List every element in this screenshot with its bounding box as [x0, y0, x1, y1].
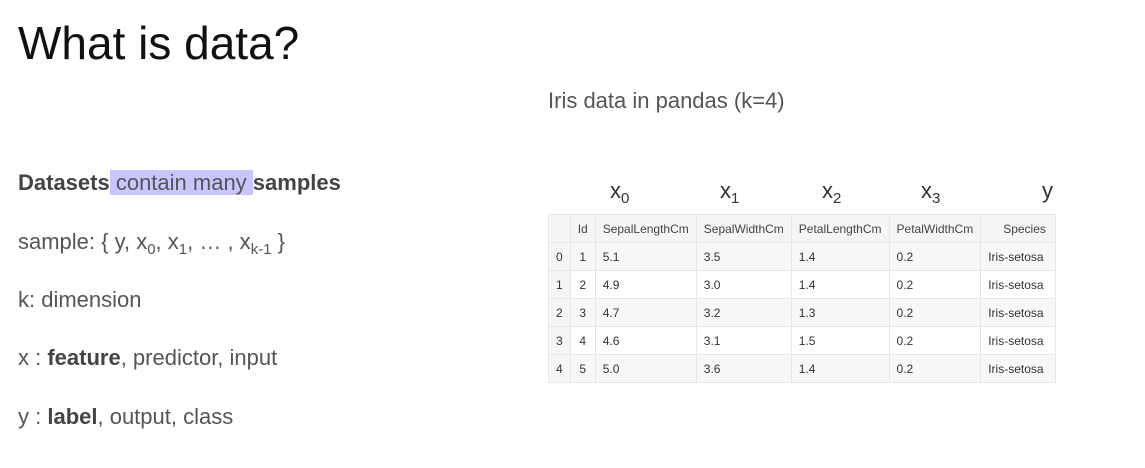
- feature-suffix: , predictor, input: [120, 345, 278, 370]
- cell-id: 5: [569, 354, 596, 383]
- column-header-id: Id: [569, 214, 596, 243]
- datasets-term: Datasets: [18, 170, 110, 195]
- table-row: 0 1 5.1 3.5 1.4 0.2 Iris-setosa: [548, 242, 1056, 271]
- label-prefix: y :: [18, 404, 48, 429]
- cell-sepal-length: 5.1: [594, 242, 697, 271]
- sample-ellipsis: , … , x: [187, 229, 251, 254]
- table-row: 4 5 5.0 3.6 1.4 0.2 Iris-setosa: [548, 354, 1056, 383]
- cell-sepal-length: 4.7: [594, 298, 697, 327]
- label-line: y : label, output, class: [18, 404, 233, 430]
- column-header-petal-length: PetalLengthCm: [790, 214, 890, 243]
- cell-sepal-width: 3.1: [695, 326, 792, 355]
- cell-species: Iris-setosa: [980, 242, 1056, 271]
- table-row: 1 2 4.9 3.0 1.4 0.2 Iris-setosa: [548, 270, 1056, 299]
- cell-species: Iris-setosa: [980, 326, 1056, 355]
- cell-petal-length: 1.3: [790, 298, 890, 327]
- column-header-sepal-length: SepalLengthCm: [594, 214, 697, 243]
- dimension-line: k: dimension: [18, 287, 142, 312]
- cell-sepal-length: 5.0: [594, 354, 697, 383]
- cell-id: 3: [569, 298, 596, 327]
- cell-species: Iris-setosa: [980, 354, 1056, 383]
- row-index: 2: [548, 298, 571, 327]
- cell-id: 1: [569, 242, 596, 271]
- row-index: 0: [548, 242, 571, 271]
- iris-table: Id SepalLengthCm SepalWidthCm PetalLengt…: [548, 214, 1056, 383]
- row-index: 3: [548, 326, 571, 355]
- cell-petal-width: 0.2: [888, 326, 982, 355]
- variable-labels: x0 x1 x2 x3 y: [548, 178, 1085, 214]
- cell-petal-width: 0.2: [888, 270, 982, 299]
- cell-petal-length: 1.4: [790, 242, 890, 271]
- table-row: 3 4 4.6 3.1 1.5 0.2 Iris-setosa: [548, 326, 1056, 355]
- cell-petal-width: 0.2: [888, 354, 982, 383]
- variable-y: y: [1042, 178, 1053, 203]
- sample-suffix: }: [271, 229, 285, 254]
- cell-species: Iris-setosa: [980, 298, 1056, 327]
- feature-term: feature: [47, 345, 121, 370]
- variable-x3: x3: [921, 178, 941, 207]
- feature-prefix: x :: [18, 345, 48, 370]
- cell-petal-length: 1.5: [790, 326, 890, 355]
- sample-sub-k: k-1: [250, 241, 272, 258]
- highlighted-text: contain many: [109, 170, 253, 195]
- sample-line: sample: { y, x0, x1, … , xk-1 }: [18, 229, 285, 258]
- cell-sepal-width: 3.2: [695, 298, 792, 327]
- cell-petal-length: 1.4: [790, 354, 890, 383]
- samples-term: samples: [252, 170, 341, 195]
- column-header-sepal-width: SepalWidthCm: [695, 214, 792, 243]
- feature-line: x : feature, predictor, input: [18, 345, 277, 371]
- cell-id: 2: [569, 270, 596, 299]
- table-caption: Iris data in pandas (k=4): [548, 88, 785, 113]
- row-index: 4: [548, 354, 571, 383]
- column-header-index: [548, 214, 571, 243]
- table-header-row: Id SepalLengthCm SepalWidthCm PetalLengt…: [548, 214, 1056, 243]
- cell-sepal-width: 3.6: [695, 354, 792, 383]
- row-index: 1: [548, 270, 571, 299]
- label-term: label: [47, 404, 98, 429]
- page-title: What is data?: [18, 17, 300, 69]
- cell-petal-width: 0.2: [888, 298, 982, 327]
- variable-x0: x0: [610, 178, 630, 207]
- variable-x1: x1: [720, 178, 740, 207]
- cell-petal-length: 1.4: [790, 270, 890, 299]
- sample-prefix: sample: { y, x: [18, 229, 148, 254]
- datasets-line: Datasets contain many samples: [18, 170, 341, 196]
- sample-sub-1: 1: [178, 241, 188, 258]
- cell-sepal-length: 4.9: [594, 270, 697, 299]
- cell-sepal-width: 3.5: [695, 242, 792, 271]
- cell-petal-width: 0.2: [888, 242, 982, 271]
- column-header-species: Species: [980, 214, 1056, 243]
- table-row: 2 3 4.7 3.2 1.3 0.2 Iris-setosa: [548, 298, 1056, 327]
- cell-species: Iris-setosa: [980, 270, 1056, 299]
- sample-sub-0: 0: [147, 241, 156, 258]
- column-header-petal-width: PetalWidthCm: [888, 214, 982, 243]
- sample-comma-1: , x: [155, 229, 179, 254]
- label-suffix: , output, class: [97, 404, 234, 429]
- cell-sepal-width: 3.0: [695, 270, 792, 299]
- variable-x2: x2: [822, 178, 842, 207]
- cell-id: 4: [569, 326, 596, 355]
- cell-sepal-length: 4.6: [594, 326, 697, 355]
